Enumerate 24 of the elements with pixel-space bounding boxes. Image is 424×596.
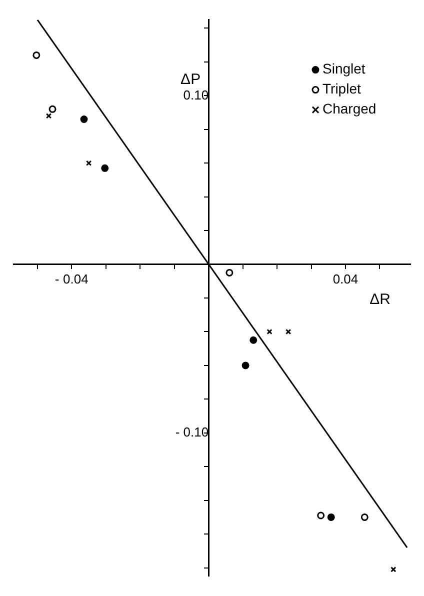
y-axis-title: ΔP xyxy=(180,70,201,88)
point xyxy=(226,268,234,276)
legend-label: Singlet xyxy=(322,60,366,77)
point xyxy=(86,160,92,166)
x-tick-label: - 0.04 xyxy=(55,272,88,287)
point xyxy=(80,116,88,124)
x-tick-label: 0.04 xyxy=(332,272,358,287)
point xyxy=(390,566,396,572)
point xyxy=(101,164,109,172)
x-axis-title: ΔR xyxy=(370,290,391,308)
legend-label: Triplet xyxy=(322,80,361,97)
point xyxy=(266,328,272,335)
point xyxy=(32,51,40,59)
point xyxy=(242,362,250,370)
point xyxy=(48,105,56,113)
point xyxy=(327,513,335,521)
y-tick-label: 0.10 xyxy=(183,87,209,102)
legend-label: Charged xyxy=(322,100,376,117)
y-tick-label: - 0.10 xyxy=(175,424,209,440)
point xyxy=(360,513,368,521)
point xyxy=(317,512,325,520)
point xyxy=(250,336,258,344)
point xyxy=(46,113,52,119)
point xyxy=(285,328,292,335)
